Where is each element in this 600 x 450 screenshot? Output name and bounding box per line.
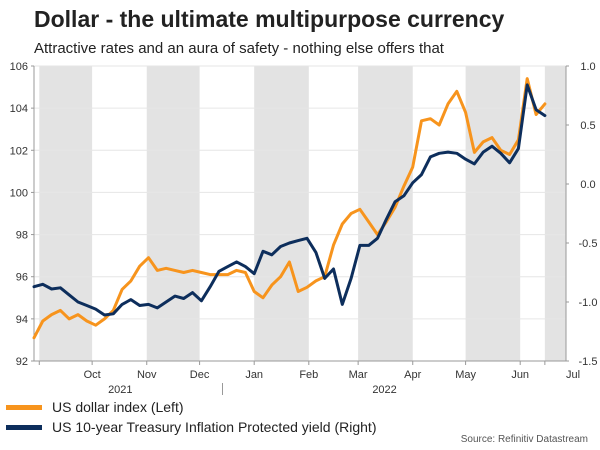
x-tick-label-oct: Oct <box>84 369 101 381</box>
left-tick-label-5: 102 <box>10 145 28 157</box>
left-tick-label-6: 104 <box>10 103 28 115</box>
right-tick-label-5: -1.5 <box>579 356 598 368</box>
legend-swatch-navy <box>6 424 42 430</box>
legend-swatch-orange <box>6 404 42 410</box>
right-tick-label-3: -0.5 <box>579 238 598 250</box>
left-tick-label-1: 94 <box>16 314 28 326</box>
x-tick-label-mar: Mar <box>349 369 368 381</box>
shade-band-0 <box>39 66 93 361</box>
left-tick-label-3: 98 <box>16 230 28 242</box>
right-tick-label-4: -1.0 <box>579 297 598 309</box>
legend-label-tips-yield: US 10-year Treasury Inflation Protected … <box>52 419 377 435</box>
right-tick-label-1: 0.5 <box>580 120 595 132</box>
legend-label-dollar-index: US dollar index (Left) <box>52 399 184 415</box>
legend-item-dollar-index: US dollar index (Left) <box>6 397 376 417</box>
x-tick-label-nov: Nov <box>137 369 157 381</box>
right-tick-label-2: 0.0 <box>580 179 595 191</box>
shade-band-4 <box>465 66 521 361</box>
right-tick-label-0: 1.0 <box>580 61 595 73</box>
shade-band-2 <box>254 66 309 361</box>
shade-band-1 <box>146 66 200 361</box>
chart-title: Dollar - the ultimate multipurpose curre… <box>34 6 505 32</box>
left-tick-label-0: 92 <box>16 356 28 368</box>
shade-band-5 <box>544 66 566 361</box>
series-line-dollar-index <box>32 77 547 340</box>
series-lines <box>32 77 547 340</box>
x-tick-label-may: May <box>455 369 476 381</box>
chart-subtitle: Attractive rates and an aura of safety -… <box>34 40 444 57</box>
left-tick-label-7: 106 <box>10 61 28 73</box>
x-tick-label-feb: Feb <box>299 369 318 381</box>
left-tick-label-2: 96 <box>16 272 28 284</box>
shade-band-3 <box>358 66 413 361</box>
axes: 92 94 96 98 100 102 104 106 1.0 0.5 0.0 -0.5 -1.0 -1.… <box>10 61 598 396</box>
year-label-2021: 2021 <box>108 384 132 396</box>
legend-item-tips-yield: US 10-year Treasury Inflation Protected … <box>6 417 376 437</box>
year-label-2022: 2022 <box>372 384 396 396</box>
legend: US dollar index (Left) US 10-year Treasu… <box>6 397 376 437</box>
series-line-tips-yield <box>32 83 547 317</box>
x-tick-label-jun: Jun <box>511 369 529 381</box>
x-tick-label-jan: Jan <box>245 369 263 381</box>
x-tick-label-dec: Dec <box>190 369 210 381</box>
month-shading <box>39 66 566 361</box>
left-tick-label-4: 100 <box>10 187 28 199</box>
x-tick-label-apr: Apr <box>404 369 421 381</box>
source-note: Source: Refinitiv Datastream <box>460 434 588 445</box>
x-tick-label-jul: Jul <box>566 369 580 381</box>
